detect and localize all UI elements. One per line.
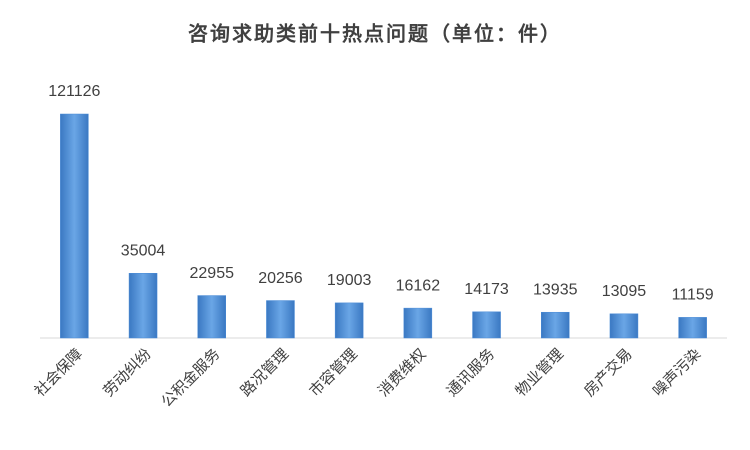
x-tick-label: 噪声污染 xyxy=(649,345,704,400)
bar xyxy=(678,317,707,339)
value-label: 13935 xyxy=(533,281,578,298)
value-label: 11159 xyxy=(672,287,714,304)
x-tick-label: 物业管理 xyxy=(512,346,566,400)
value-label: 121126 xyxy=(48,83,100,100)
value-label: 19003 xyxy=(327,272,372,289)
chart-title: 咨询求助类前十热点问题（单位：件） xyxy=(188,21,562,45)
bar xyxy=(609,313,639,339)
bar xyxy=(403,307,433,339)
value-label: 16162 xyxy=(396,277,441,294)
bar xyxy=(334,302,364,339)
value-label: 14173 xyxy=(464,281,509,298)
bar xyxy=(128,273,158,339)
x-tick-label: 路况管理 xyxy=(238,346,292,400)
value-label: 20256 xyxy=(258,270,303,287)
value-label: 35004 xyxy=(121,242,166,259)
x-tick-label: 市容管理 xyxy=(306,346,360,400)
value-label: 22955 xyxy=(190,265,235,282)
bar xyxy=(60,113,89,339)
x-tick-label: 劳动纠纷 xyxy=(100,346,154,400)
bar xyxy=(197,295,226,339)
x-tick-label: 社会保障 xyxy=(31,345,86,400)
x-tick-label: 公积金服务 xyxy=(158,346,223,411)
bar xyxy=(266,300,295,339)
bar xyxy=(472,311,501,339)
x-tick-label: 消费维权 xyxy=(375,346,429,400)
x-tick-label: 房产交易 xyxy=(580,345,635,400)
value-label: 13095 xyxy=(602,283,647,300)
x-tick-label: 通讯服务 xyxy=(444,346,498,400)
bar xyxy=(541,311,570,339)
